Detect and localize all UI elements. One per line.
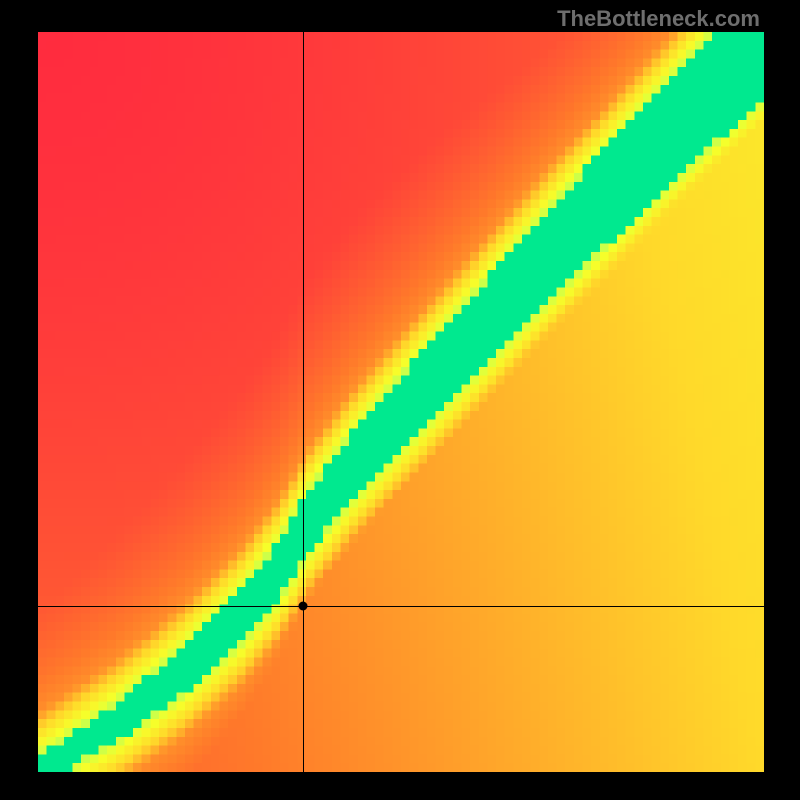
heatmap-canvas (38, 32, 764, 772)
crosshair-vertical-line (303, 32, 304, 772)
crosshair-marker-dot (298, 601, 307, 610)
watermark-text: TheBottleneck.com (557, 6, 760, 32)
crosshair-horizontal-line (38, 606, 764, 607)
chart-container: TheBottleneck.com (0, 0, 800, 800)
heatmap-plot (38, 32, 764, 772)
